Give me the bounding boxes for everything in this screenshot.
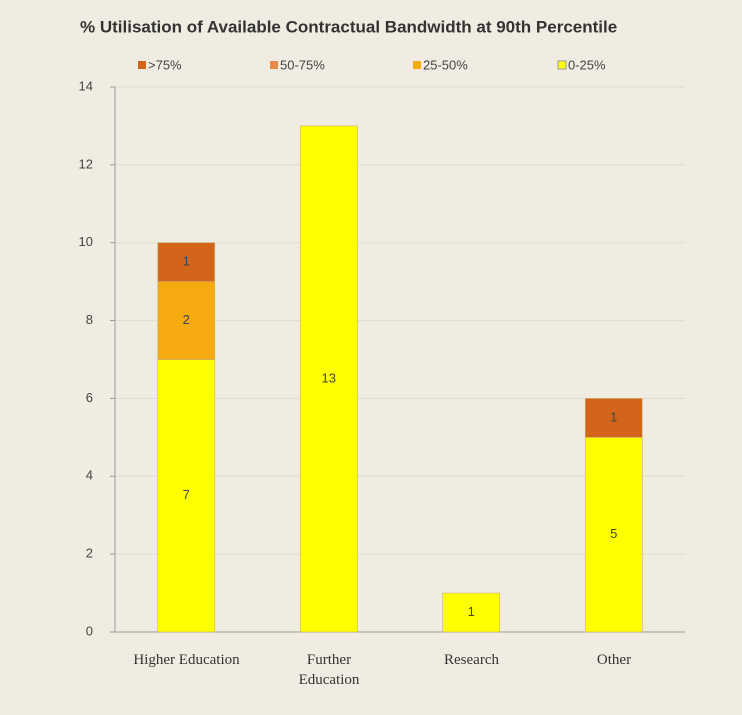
- chart-title: % Utilisation of Available Contractual B…: [80, 17, 617, 36]
- x-tick-label: Research: [444, 652, 499, 668]
- y-tick-label: 8: [86, 312, 93, 327]
- y-tick-label: 14: [79, 78, 93, 93]
- legend-swatch: [557, 60, 567, 70]
- bar-segment: [584, 398, 643, 438]
- bar-segment: [584, 437, 643, 633]
- bar-segment: [442, 592, 501, 633]
- legend-swatch: [138, 61, 146, 69]
- y-tick-label: 6: [86, 390, 93, 405]
- y-tick-label: 12: [79, 156, 93, 171]
- legend-swatch: [270, 61, 278, 69]
- y-tick-label: 0: [86, 623, 93, 638]
- data-label: 1: [183, 254, 190, 269]
- legend-swatch: [413, 61, 421, 69]
- data-label: 1: [610, 409, 617, 424]
- y-tick-label: 4: [86, 468, 93, 483]
- bar-segment: [157, 242, 216, 282]
- data-label: 7: [183, 487, 190, 502]
- legend-label: >75%: [148, 57, 182, 72]
- data-label: 5: [610, 526, 617, 541]
- legend-label: 25-50%: [423, 57, 468, 72]
- data-label: 13: [322, 370, 336, 385]
- bar-segment: [157, 281, 216, 360]
- y-tick-label: 2: [86, 546, 93, 561]
- y-tick-label: 10: [79, 234, 93, 249]
- bar-segment: [299, 125, 358, 633]
- data-label: 1: [468, 604, 475, 619]
- x-tick-label: Other: [596, 652, 632, 668]
- legend-label: 0-25%: [568, 57, 606, 72]
- bar-segment: [157, 359, 216, 633]
- data-label: 2: [183, 312, 190, 327]
- x-tick-label: Higher Education: [133, 652, 240, 668]
- x-tick-label: Further Education: [298, 652, 360, 688]
- legend-label: 50-75%: [280, 57, 325, 72]
